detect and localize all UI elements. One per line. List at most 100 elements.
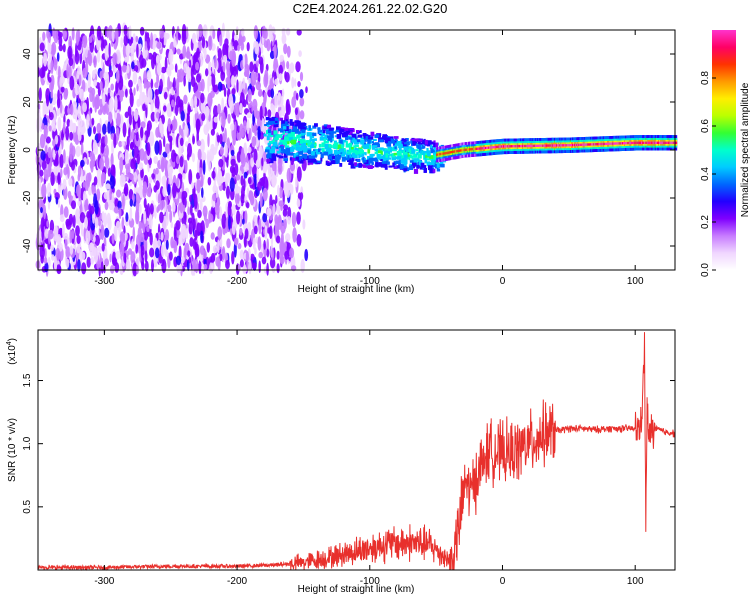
spectrogram-noise-cell (177, 74, 182, 83)
spectrogram-noise-cell (53, 58, 58, 71)
spectrogram-noise-cell (46, 182, 52, 197)
spectrogram-noise-cell (236, 79, 239, 93)
spectrogram-noise-cell (43, 204, 47, 220)
spectrogram-noise-cell (99, 157, 104, 171)
spectrogram-noise-cell (225, 60, 230, 72)
spectrogram-noise-cell (45, 94, 50, 107)
spectrogram-band-cell (418, 139, 423, 142)
spectrogram-noise-cell (233, 33, 238, 42)
spectrogram-noise-cell (124, 73, 128, 81)
spectrogram-noise-cell (93, 247, 99, 263)
spectrogram-noise-cell (86, 113, 90, 129)
spectrogram-band-cell (406, 147, 409, 152)
spectrogram-noise-cell (89, 90, 94, 103)
spectrogram-noise-cell (96, 50, 101, 63)
spectrogram-band-cell (295, 146, 301, 151)
spectrogram-noise-cell (240, 128, 245, 138)
spectrogram-noise-cell (51, 254, 55, 261)
spectrogram-noise-cell (170, 221, 174, 229)
spectrogram-band-cell (388, 165, 393, 168)
spectrogram-noise-cell (221, 246, 226, 261)
spectrogram-noise-cell (239, 102, 243, 114)
spectrogram-band-cell (339, 139, 343, 144)
spectrogram-noise-cell (157, 240, 162, 248)
spectrogram-noise-cell (140, 126, 144, 139)
spectrogram-noise-cell (146, 142, 151, 157)
spectrogram-band-cell (266, 146, 271, 150)
spectrogram-noise-cell (192, 257, 195, 270)
spectrogram-noise-cell (135, 35, 139, 43)
spectrogram-band-cell (433, 140, 436, 144)
spectrogram-band-cell (334, 135, 337, 138)
spectrogram-noise-cell (270, 103, 274, 111)
spectrogram-noise-cell (224, 143, 228, 158)
spectrogram-noise-cell (160, 244, 165, 258)
spectrogram-noise-cell (109, 253, 112, 263)
spectrogram-noise-cell (191, 182, 195, 190)
spectrogram-band-cell (403, 168, 408, 172)
spectrogram-band-cell (351, 160, 354, 165)
spectrogram-noise-cell (80, 159, 85, 167)
spectrogram-noise-cell (136, 43, 139, 58)
spectrogram-band-cell (308, 127, 311, 131)
spectrogram-band-cell (371, 153, 375, 157)
spectrogram-noise-cell (47, 256, 51, 269)
spectrogram-band-cell (361, 150, 364, 153)
spectrogram-band-cell (341, 156, 346, 162)
spectrogram-noise-cell (164, 229, 170, 242)
spectrogram-noise-cell (227, 113, 231, 124)
spectrogram-noise-cell (160, 199, 166, 209)
spectrogram-band-cell (372, 138, 377, 141)
spectrogram-noise-cell (208, 213, 214, 223)
spectrogram-band-cell (326, 124, 331, 128)
spectrogram-noise-cell (166, 66, 171, 75)
spectrogram-noise-cell (231, 88, 236, 95)
spectrogram-noise-cell (56, 96, 61, 109)
spectrogram-noise-cell (261, 157, 264, 167)
spectrogram-band-cell (411, 155, 414, 160)
spectrogram-noise-cell (46, 29, 49, 39)
spectrogram-noise-cell (135, 208, 140, 225)
spectrogram-noise-cell (69, 119, 73, 132)
spectrogram-noise-cell (266, 38, 271, 52)
spectrogram-noise-cell (39, 67, 45, 79)
spectrogram-noise-cell (277, 184, 280, 198)
spectrogram-band-cell (268, 129, 271, 133)
spectrogram-noise-cell (74, 83, 80, 96)
spectrogram-noise-cell (226, 238, 231, 249)
spectrogram-noise-cell (69, 131, 74, 141)
spectrogram-noise-cell (57, 116, 62, 132)
spectrogram-noise-cell (111, 28, 115, 43)
spectrogram-noise-cell (159, 211, 164, 224)
spectrogram-noise-cell (141, 58, 147, 68)
spectrogram-band-cell (321, 147, 325, 153)
spectrogram-noise-cell (165, 239, 169, 250)
spectrogram-noise-cell (102, 123, 107, 135)
spectrogram-noise-cell (291, 76, 295, 89)
snr-plot-area (38, 330, 675, 570)
spectrogram-band-cell (303, 154, 308, 159)
spectrogram-noise-cell (262, 122, 266, 134)
spectrogram-ylabel: Frequency (Hz) (7, 116, 18, 185)
spectrogram-noise-cell (281, 27, 286, 36)
spectrogram-noise-cell (257, 236, 262, 251)
spectrogram-noise-cell (101, 92, 106, 106)
spectrogram-band-cell (424, 168, 427, 173)
spectrogram-noise-cell (129, 198, 133, 207)
spectrogram-noise-cell (96, 172, 100, 189)
spectrogram-band-cell (315, 149, 319, 152)
spectrogram-noise-cell (131, 61, 135, 70)
spectrogram-noise-cell (171, 99, 175, 108)
spectrogram-noise-cell (242, 54, 246, 68)
spectrogram-noise-cell (247, 146, 252, 154)
spectrogram-noise-cell (156, 62, 162, 76)
spectrogram-noise-cell (154, 140, 160, 155)
spectrogram-band-cell (311, 158, 317, 163)
spectrogram-noise-cell (129, 92, 134, 108)
spectrogram-noise-cell (52, 139, 56, 147)
spectrogram-noise-cell (207, 35, 213, 51)
spectrogram-noise-cell (63, 90, 68, 100)
spectrogram-band-cell (408, 156, 411, 161)
spectrogram-noise-cell (169, 251, 173, 261)
svg-text:(x104): (x104) (6, 338, 18, 365)
